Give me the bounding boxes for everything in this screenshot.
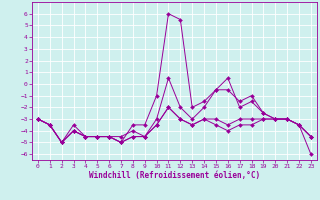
X-axis label: Windchill (Refroidissement éolien,°C): Windchill (Refroidissement éolien,°C): [89, 171, 260, 180]
